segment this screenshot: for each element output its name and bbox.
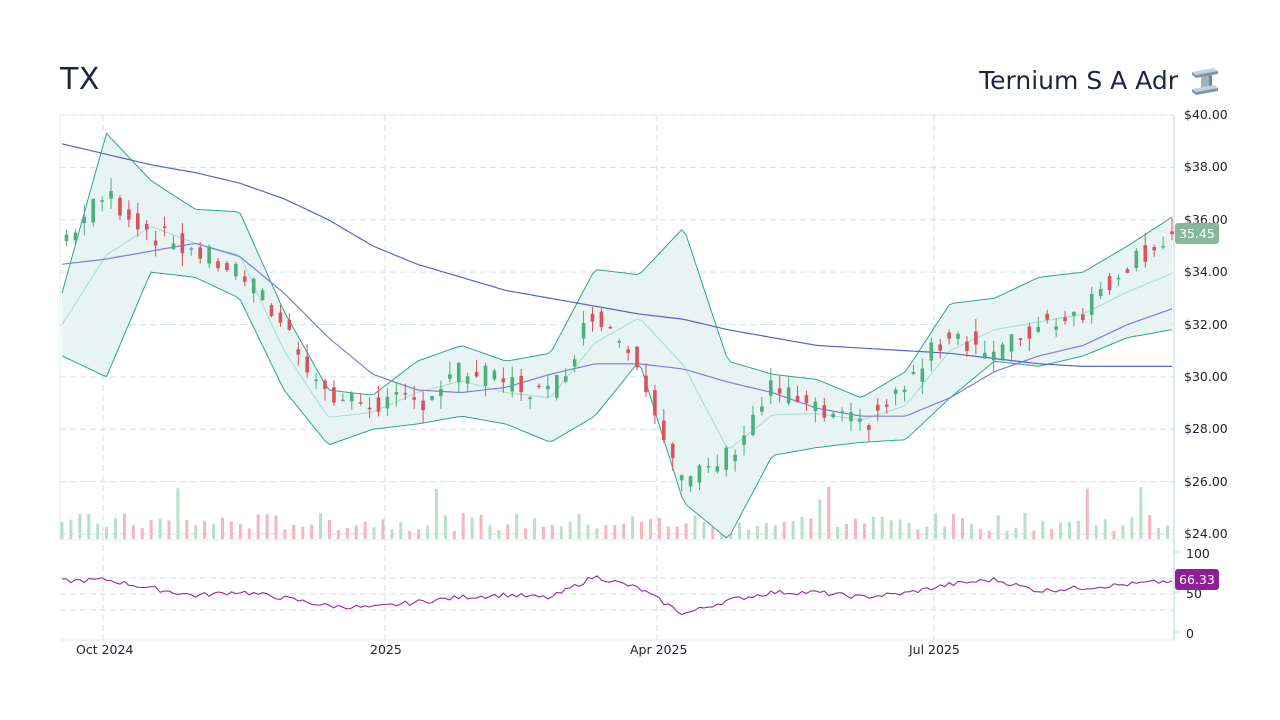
- rsi-tick: 0: [1186, 626, 1194, 641]
- x-axis-label: Oct 2024: [76, 642, 133, 657]
- rsi-panel: [61, 575, 1173, 616]
- price-tick: $34.00: [1184, 264, 1228, 279]
- bollinger-bands: [61, 132, 1173, 539]
- price-tick: $30.00: [1184, 369, 1228, 384]
- last-price-badge: [1175, 223, 1219, 244]
- x-axis-label: 2025: [370, 642, 402, 657]
- price-tick: $28.00: [1184, 421, 1228, 436]
- rsi-value-badge: [1175, 569, 1219, 590]
- x-axis-label: Jul 2025: [908, 642, 960, 657]
- price-tick: $24.00: [1184, 526, 1228, 541]
- rsi-last-value: 66.33: [1179, 572, 1215, 587]
- volume-bars: [60, 486, 1170, 539]
- steel-i-beam-icon: [1192, 68, 1218, 95]
- moving-averages: [61, 143, 1173, 417]
- price-tick: $32.00: [1184, 317, 1228, 332]
- ticker-symbol: TX: [60, 62, 100, 97]
- price-tick: $38.00: [1184, 159, 1228, 174]
- value-badges: 35.45 66.33: [1175, 223, 1219, 590]
- price-tick: $26.00: [1184, 474, 1228, 489]
- rsi-tick: 100: [1186, 546, 1210, 561]
- grid-lines: [59, 114, 1180, 641]
- company-name: Ternium S A Adr: [979, 66, 1178, 95]
- price-tick: $40.00: [1184, 107, 1228, 122]
- last-price-value: 35.45: [1179, 226, 1215, 241]
- x-axis-label: Apr 2025: [630, 642, 687, 657]
- candlesticks: [64, 178, 1174, 492]
